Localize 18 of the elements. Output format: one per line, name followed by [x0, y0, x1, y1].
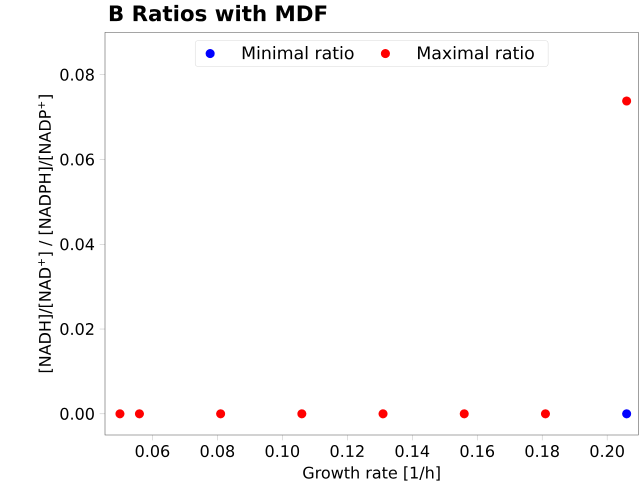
y-tick-label: 0.04 [60, 238, 94, 250]
legend-label: Minimal ratio [242, 46, 354, 60]
x-tick-label: 0.08 [200, 445, 234, 458]
legend-label: Maximal ratio [418, 46, 534, 60]
x-tick-label: 0.16 [460, 445, 494, 458]
x-axis-title: Growth rate [1/h] [303, 466, 440, 481]
y-tick-label: 0.08 [60, 68, 94, 81]
y-tick-label: 0.00 [60, 408, 94, 420]
y-axis-title: [NADH]/[NAD$^{+}$] / [NADPH]/[NADP$^{+}$] [38, 95, 53, 372]
x-tick-label: 0.06 [136, 445, 170, 458]
x-tick-label: 0.14 [396, 445, 430, 458]
y-tick-label: 0.02 [60, 322, 94, 336]
y-tick-label: 0.06 [60, 153, 94, 166]
x-tick-label: 0.20 [590, 445, 624, 458]
x-tick-label: 0.10 [266, 445, 300, 458]
chart-title: B Ratios with MDF [110, 4, 326, 22]
x-tick-label: 0.18 [525, 445, 559, 458]
x-tick-label: 0.12 [330, 445, 364, 458]
